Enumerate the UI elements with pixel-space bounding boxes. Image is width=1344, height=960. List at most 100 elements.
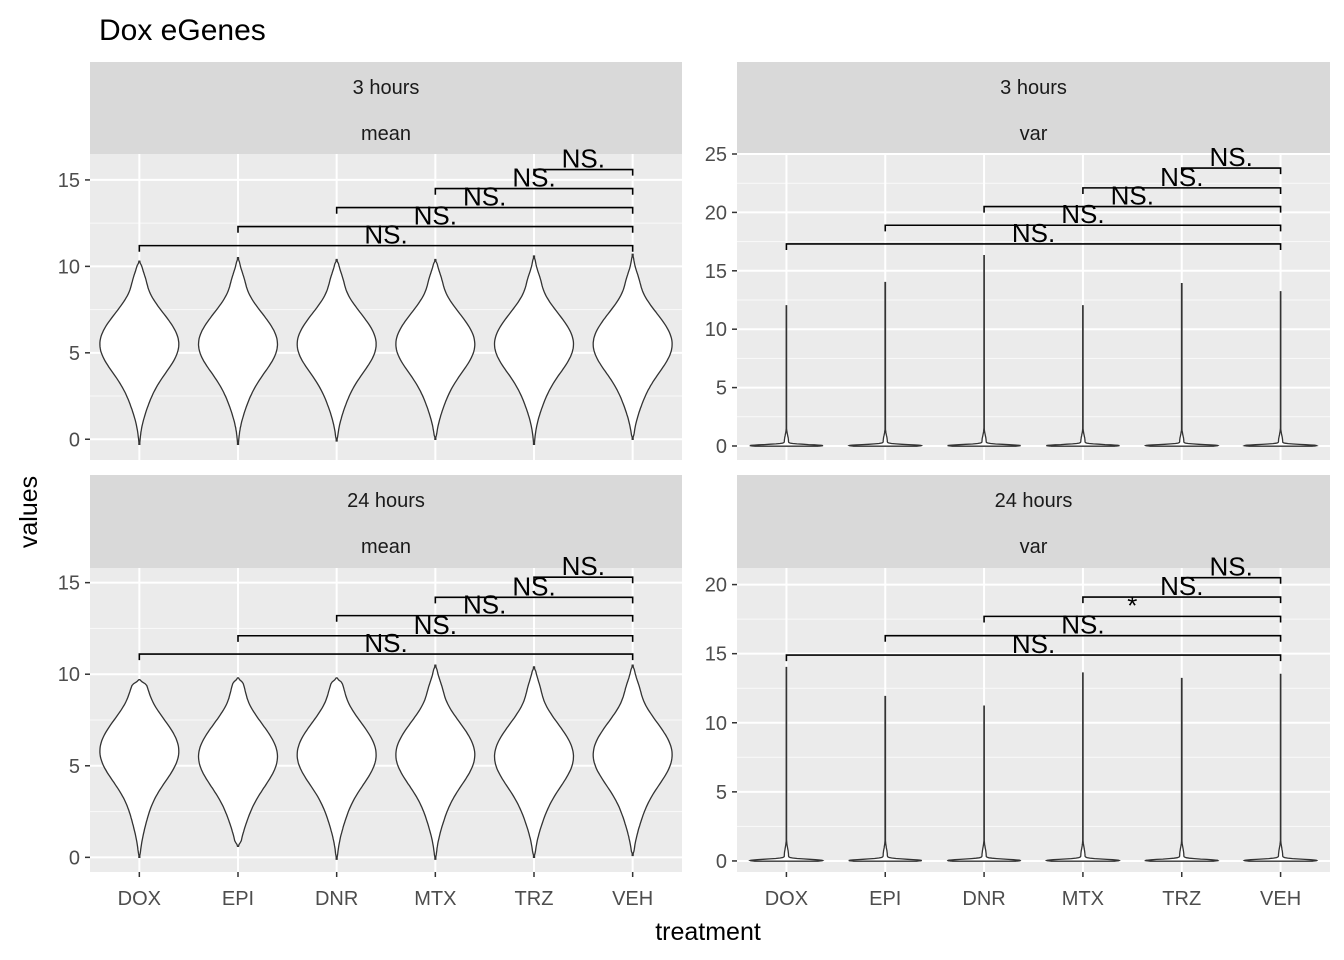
violin-dox [748,666,825,862]
comparison-bracket [884,634,1282,642]
significance-label: NS. [1111,181,1154,211]
x-tick-label: TRZ [515,888,554,910]
x-axis-title: treatment [655,918,761,946]
comparison-bracket [237,225,634,233]
comparison-bracket [1180,576,1282,584]
significance-label: NS. [1012,629,1055,659]
comparison-bracket [983,615,1282,623]
comparison-bracket [785,654,1282,662]
violin-epi [197,257,279,446]
violin-mtx [1045,305,1120,447]
panel-background [90,154,682,460]
y-tick-label: 10 [58,256,80,278]
violin-dnr [946,705,1022,862]
comparison-bracket [983,205,1282,213]
y-tick-label: 10 [705,319,727,341]
x-tick-label: DOX [765,888,808,910]
violin-mtx [1044,672,1121,862]
comparison-bracket [533,168,634,176]
significance-label: * [1127,590,1137,620]
y-tick-label: 0 [716,436,727,458]
significance-label: NS. [1209,552,1252,582]
comparison-bracket [1082,596,1282,604]
comparison-bracket [335,614,634,622]
significance-label: NS. [364,220,407,250]
x-tick-label: TRZ [1162,888,1201,910]
facet-strip [737,62,1330,154]
y-tick-label: 20 [705,202,727,224]
panel-background [737,154,1330,460]
comparison-bracket [1082,187,1282,194]
strip-label-stat: var [1020,536,1048,558]
strip-label-stat: mean [361,123,411,145]
strip-label-time: 3 hours [1000,77,1067,99]
violin-dox [99,679,180,858]
chart-title: Dox eGenes [99,14,266,47]
significance-label: NS. [512,571,555,601]
strip-label-time: 24 hours [995,490,1073,512]
panel-24-hours-var: 24 hours var 0 5 10 15 20 DOX EPI DNR MTX TRZ VEH NS.… [705,475,1330,910]
comparison-bracket [138,244,634,252]
significance-label: NS. [414,610,457,640]
y-tick-label: 25 [705,144,727,166]
y-tick-label: 15 [58,170,80,192]
violin-mtx [395,258,476,440]
y-tick-label: 0 [716,851,727,873]
x-tick-label: MTX [414,888,456,910]
y-tick-label: 5 [69,756,80,778]
violin-dnr [296,258,377,442]
y-tick-label: 5 [69,343,80,365]
significance-label: NS. [1209,142,1252,172]
y-tick-label: 10 [705,713,727,735]
violin-veh [592,664,673,857]
y-tick-label: 15 [58,573,80,595]
violin-epi [848,695,922,862]
significance-label: NS. [562,144,605,174]
y-tick-label: 20 [705,575,727,597]
violin-veh [1242,291,1319,447]
violin-trz [1143,282,1220,447]
comparison-bracket [884,224,1282,232]
significance-label: NS. [1061,199,1104,229]
x-tick-label: EPI [869,888,901,910]
strip-label-stat: mean [361,536,411,558]
violin-trz [493,255,575,446]
significance-label: NS. [364,628,407,658]
violin-trz [493,666,575,858]
violin-veh [1242,673,1319,862]
violin-dox [99,260,180,446]
x-tick-label: EPI [222,888,254,910]
comparison-bracket [434,187,634,195]
significance-label: NS. [463,590,506,620]
y-tick-label: 15 [705,644,727,666]
x-tick-label: DNR [962,888,1005,910]
strip-label-stat: var [1020,123,1048,145]
strip-label-time: 24 hours [347,490,425,512]
y-tick-label: 0 [69,847,80,869]
violin-dox [749,305,824,447]
x-tick-label: VEH [612,888,653,910]
y-tick-label: 15 [705,261,727,283]
y-tick-label: 5 [716,378,727,400]
violin-dnr [296,677,377,860]
violin-epi [197,677,279,848]
significance-label: NS. [1160,162,1203,192]
x-tick-label: DNR [315,888,358,910]
x-tick-label: MTX [1062,888,1104,910]
significance-label: NS. [512,163,555,193]
facet-strip [90,475,682,568]
violin-epi [847,281,924,447]
comparison-bracket [138,653,634,661]
y-tick-label: 0 [69,429,80,451]
violin-dnr [947,254,1021,447]
significance-label: NS. [1160,571,1203,601]
comparison-bracket [785,243,1282,251]
x-tick-label: VEH [1260,888,1301,910]
significance-label: NS. [414,201,457,231]
strip-label-time: 3 hours [353,77,420,99]
